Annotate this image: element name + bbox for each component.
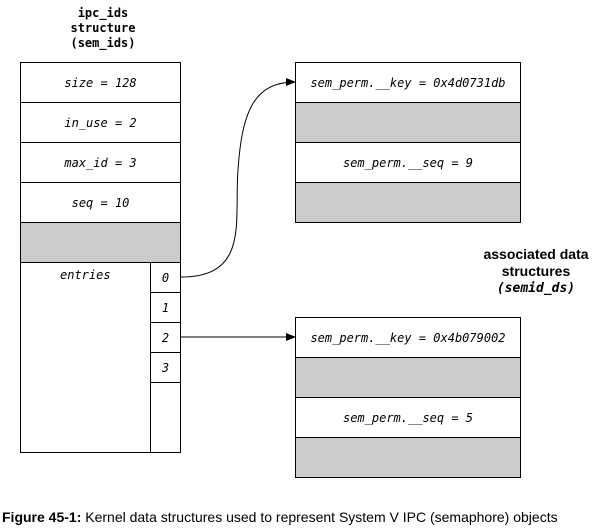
ipc-ids-title-line3: (sem_ids) [70, 36, 136, 50]
semid-ds-b-seq: sem_perm.__seq = 5 [295, 397, 521, 438]
field-in-use: in_use = 2 [20, 102, 181, 143]
field-max-id-text: max_id = 3 [64, 155, 137, 170]
ipc-ids-title-line1: ipc_ids [77, 6, 129, 20]
semid-ds-a-padding-1 [295, 102, 521, 143]
entry-cell-rest [150, 382, 181, 453]
entry-cell-0: 0 [150, 262, 181, 293]
field-padding [20, 222, 181, 263]
ipc-ids-title-line2: structure [70, 21, 136, 35]
semid-ds-a-key-text: sem_perm.__key = 0x4d0731db [310, 75, 506, 90]
semid-ds-b-seq-text: sem_perm.__seq = 5 [342, 410, 474, 425]
figure-caption-label: Figure 45-1: [2, 509, 82, 525]
field-size: size = 128 [20, 62, 181, 103]
field-seq: seq = 10 [20, 182, 181, 223]
semid-ds-a-seq: sem_perm.__seq = 9 [295, 142, 521, 183]
semid-ds-b-padding-2 [295, 437, 521, 478]
arrow-entry-0-to-semid-ds-a [180, 78, 296, 278]
semid-ds-b-key-text: sem_perm.__key = 0x4b079002 [310, 330, 506, 345]
associated-line1: associated data [483, 246, 589, 262]
entry-index-2: 2 [161, 330, 170, 345]
field-max-id: max_id = 3 [20, 142, 181, 183]
semid-ds-b-padding-1 [295, 357, 521, 398]
entry-cell-1: 1 [150, 292, 181, 323]
semid-ds-b-key: sem_perm.__key = 0x4b079002 [295, 317, 521, 358]
entries-label: entries [60, 268, 111, 282]
figure-caption-text: Kernel data structures used to represent… [81, 509, 558, 525]
entry-index-3: 3 [161, 360, 170, 375]
field-seq-text: seq = 10 [71, 195, 130, 210]
figure-caption: Figure 45-1: Kernel data structures used… [2, 509, 558, 525]
semid-ds-a-seq-text: sem_perm.__seq = 9 [342, 155, 474, 170]
semid-ds-a-key: sem_perm.__key = 0x4d0731db [295, 62, 521, 103]
ipc-ids-title: ipc_ids structure (sem_ids) [20, 6, 186, 51]
semid-ds-a-padding-2 [295, 182, 521, 223]
associated-line2: structures [501, 263, 571, 279]
entry-index-1: 1 [161, 300, 170, 315]
field-size-text: size = 128 [64, 75, 137, 90]
associated-title: associated data structures (semid_ds) [474, 246, 598, 297]
entry-index-0: 0 [161, 270, 170, 285]
entry-cell-3: 3 [150, 352, 181, 383]
field-in-use-text: in_use = 2 [64, 115, 137, 130]
entry-cell-2: 2 [150, 322, 181, 353]
associated-line3: (semid_ds) [496, 281, 576, 296]
